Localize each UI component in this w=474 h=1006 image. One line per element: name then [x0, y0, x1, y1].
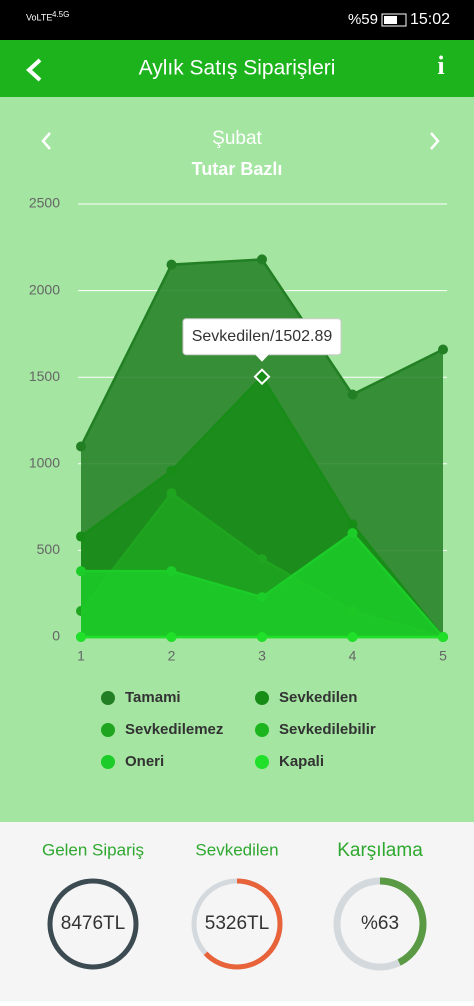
- header-title: Aylık Satış Siparişleri: [139, 57, 336, 80]
- legend-label: Sevkedilemez: [125, 721, 223, 738]
- legend-label: Sevkedilebilir: [279, 721, 376, 738]
- legend-label: Sevkedilen: [279, 689, 357, 706]
- battery: %59: [348, 11, 378, 28]
- basis: Tutar Bazlı: [192, 159, 283, 179]
- back-button[interactable]: [26, 58, 42, 82]
- y-tick-label: 1000: [29, 455, 60, 471]
- ring: [333, 877, 427, 971]
- signal: 4.5G: [52, 10, 69, 19]
- tooltip-text: Sevkedilen/1502.89: [192, 328, 333, 345]
- point: [438, 632, 448, 642]
- legend-marker: [101, 723, 115, 737]
- point: [257, 554, 267, 565]
- legend-marker: [255, 755, 269, 769]
- point: [166, 259, 177, 270]
- highlight-marker: [253, 368, 271, 386]
- y-tick-label: 500: [37, 541, 61, 557]
- y-tick-label: 2000: [29, 281, 60, 297]
- summary-panel: [0, 822, 474, 1001]
- point: [257, 371, 267, 382]
- summary-value: 8476TL: [61, 913, 125, 934]
- summary-1: Sevkedilen 5326TL: [191, 840, 283, 970]
- y-tick-label: 1500: [29, 368, 60, 384]
- x-tick-label: 5: [439, 648, 447, 664]
- point: [166, 632, 177, 642]
- point: [347, 528, 358, 539]
- legend-label: Tamami: [125, 689, 181, 706]
- legend-label: Oneri: [125, 753, 164, 770]
- time: 15:02: [410, 11, 450, 28]
- point: [347, 519, 358, 530]
- legend-marker: [255, 723, 269, 737]
- point: [257, 632, 267, 642]
- summary-label: Sevkedilen: [195, 840, 278, 859]
- summary-0: Gelen Sipariş 8476TL: [42, 840, 144, 970]
- battery-icon: [381, 13, 407, 27]
- x-tick-label: 4: [349, 648, 357, 664]
- point: [257, 254, 267, 265]
- summary-label: Karşılama: [337, 840, 423, 861]
- ring: [191, 878, 283, 970]
- point: [438, 344, 448, 355]
- x-tick-label: 3: [258, 648, 266, 664]
- legend-marker: [101, 691, 115, 705]
- point: [166, 488, 177, 499]
- point: [76, 441, 86, 452]
- area: [81, 533, 443, 637]
- summary-value: %63: [361, 913, 399, 934]
- point: [76, 632, 86, 642]
- header: [0, 40, 474, 97]
- point: [76, 566, 86, 577]
- y-tick-label: 0: [52, 628, 60, 644]
- status-bar: [0, 0, 474, 40]
- summary-value: 5326TL: [205, 913, 269, 934]
- x-tick-label: 1: [77, 648, 85, 664]
- next-month[interactable]: [430, 132, 440, 150]
- point: [257, 592, 267, 603]
- info-button[interactable]: i: [437, 51, 444, 80]
- network: VoLTE: [26, 12, 52, 22]
- legend-marker: [101, 755, 115, 769]
- y-tick-label: 2500: [29, 195, 60, 211]
- point: [76, 531, 86, 542]
- legend-label: Kapali: [279, 753, 324, 770]
- summary-2: Karşılama %63: [333, 840, 427, 971]
- point: [166, 465, 177, 476]
- tooltip-arrow: [255, 354, 269, 362]
- point: [166, 566, 177, 577]
- x-tick-label: 2: [168, 648, 176, 664]
- legend-marker: [255, 691, 269, 705]
- month: Şubat: [212, 128, 262, 149]
- summary-label: Gelen Sipariş: [42, 840, 144, 859]
- point: [347, 632, 358, 642]
- battery-level: [384, 16, 397, 24]
- prev-month[interactable]: [41, 132, 51, 150]
- ring: [47, 878, 139, 970]
- point: [347, 389, 358, 400]
